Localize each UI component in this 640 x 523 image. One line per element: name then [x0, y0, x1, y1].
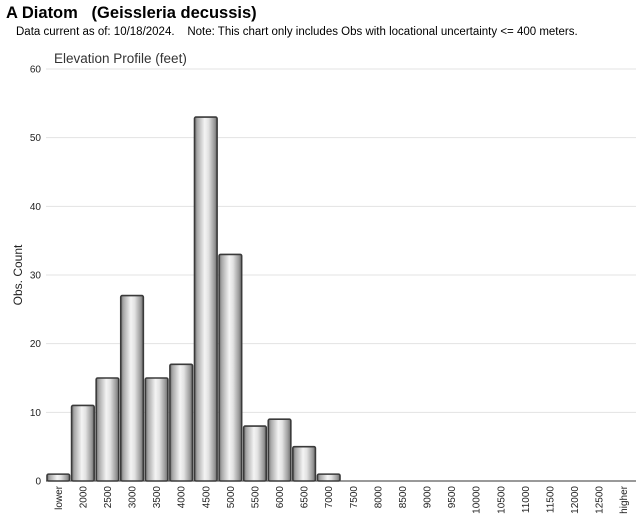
bar [169, 363, 194, 482]
bar [316, 473, 341, 482]
x-tick-label: higher [619, 485, 630, 513]
bar [144, 377, 169, 482]
chart-title: Elevation Profile (feet) [54, 51, 187, 66]
y-tick-label: 60 [30, 65, 42, 76]
x-tick-label: 10500 [496, 486, 507, 514]
x-tick-label: 4500 [201, 486, 212, 509]
gridlines [46, 68, 636, 413]
bar [218, 253, 243, 482]
x-tick-label: 8500 [398, 486, 409, 509]
bar [95, 377, 120, 482]
x-tick-label: lower [54, 485, 65, 510]
y-axis-label: Obs. Count [11, 244, 25, 305]
x-tick-label: 3500 [152, 486, 163, 509]
bar [242, 425, 268, 482]
x-tick-label: 6500 [300, 486, 311, 509]
x-tick-label: 11500 [545, 486, 556, 514]
x-tick-label: 12500 [595, 486, 606, 514]
x-tick-label: 9000 [423, 486, 434, 509]
x-tick-label: 8000 [373, 486, 384, 509]
x-tick-label: 11000 [521, 486, 532, 514]
bar [119, 294, 145, 482]
y-tick-label: 10 [30, 408, 42, 419]
y-tick-label: 20 [30, 339, 42, 350]
x-tick-label: 3000 [128, 486, 139, 509]
x-tick-label: 12000 [570, 486, 581, 514]
bar [292, 445, 317, 482]
page-title: A Diatom (Geissleria decussis) [6, 4, 257, 22]
page-subtitle: Data current as of: 10/18/2024. Note: Th… [16, 26, 578, 38]
y-tick-label: 30 [30, 271, 42, 282]
x-tick-label: 9500 [447, 486, 458, 509]
bar [193, 116, 218, 482]
y-tick-label: 50 [30, 133, 42, 144]
bar [46, 473, 71, 482]
x-tick-label: 2000 [78, 486, 89, 509]
page-header: A Diatom (Geissleria decussis) [6, 4, 257, 23]
bar [267, 418, 292, 482]
y-tick-label: 40 [30, 202, 42, 213]
y-tick-label: 0 [35, 477, 41, 488]
x-tick-label: 10000 [472, 486, 483, 514]
bars [46, 116, 341, 482]
x-tick-label: 5000 [226, 486, 237, 509]
x-tick-label: 2500 [103, 486, 114, 509]
x-tick-label: 6000 [275, 486, 286, 509]
bar [70, 404, 95, 482]
x-tick-label: 7000 [324, 486, 335, 509]
x-tick-label: 4000 [177, 486, 188, 509]
x-tick-label: 5500 [250, 486, 261, 509]
axes: 0 10 20 30 40 50 60 lower 2000 2500 3000 3500 4000 45… [30, 65, 636, 514]
x-tick-label: 7500 [349, 486, 360, 509]
